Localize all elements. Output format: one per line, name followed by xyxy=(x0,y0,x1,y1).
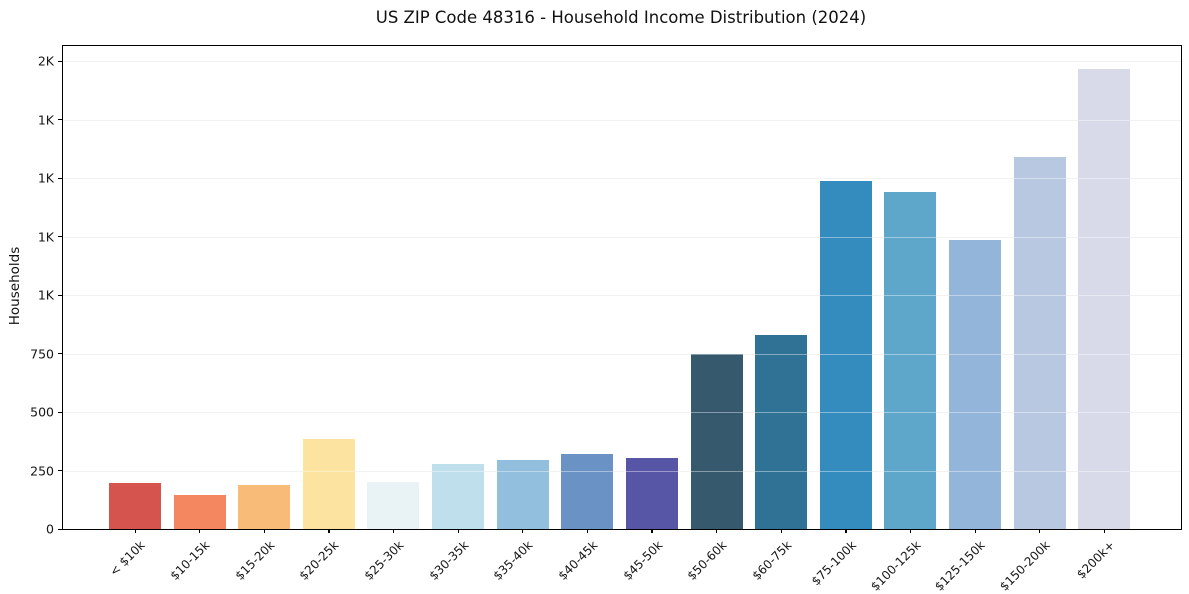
x-tick-mark xyxy=(263,529,265,533)
gridline xyxy=(63,353,1181,355)
gridline xyxy=(63,470,1181,472)
y-axis-label: Households xyxy=(7,246,23,326)
x-tick-mark xyxy=(1039,529,1041,533)
y-tick-label: 500 xyxy=(30,404,54,420)
bar-$200k+ xyxy=(1078,69,1131,529)
y-tick-label: 1K xyxy=(37,170,54,186)
x-tick-label: $35-40k xyxy=(490,538,536,583)
y-tick-mark xyxy=(58,294,62,296)
x-tick-mark xyxy=(716,529,718,533)
gridline xyxy=(63,412,1181,414)
bar-< $10k xyxy=(109,483,161,529)
bar-$75-100k xyxy=(819,180,872,529)
x-tick-label: $200k+ xyxy=(1073,538,1118,582)
gridline-overlay xyxy=(63,470,1181,472)
x-tick-mark xyxy=(392,529,395,533)
gridline-overlay xyxy=(63,353,1181,355)
y-tick-mark xyxy=(58,353,62,355)
x-tick-mark xyxy=(909,529,912,533)
y-tick-mark xyxy=(58,119,62,121)
gridline-overlay xyxy=(63,61,1181,63)
x-tick-mark xyxy=(199,529,201,533)
gridline xyxy=(63,236,1181,238)
x-tick-label: $100-125k xyxy=(867,538,924,594)
x-tick-mark xyxy=(457,529,459,533)
x-tick-mark xyxy=(1103,529,1105,533)
bar-$60-75k xyxy=(755,334,808,529)
gridline xyxy=(63,61,1181,63)
gridline-overlay xyxy=(63,295,1181,297)
x-tick-label: $25-30k xyxy=(361,538,407,583)
y-tick-mark xyxy=(58,60,62,62)
bar-$150-200k xyxy=(1013,157,1066,529)
bar-$100-125k xyxy=(884,192,937,529)
x-tick-label: < $10k xyxy=(107,538,148,579)
gridline xyxy=(63,119,1181,121)
x-tick-label: $40-45k xyxy=(555,538,601,583)
bar-$15-20k xyxy=(238,484,291,529)
y-tick-mark xyxy=(58,236,62,238)
bar-$30-35k xyxy=(432,463,485,529)
x-tick-mark xyxy=(134,529,136,533)
y-tick-label: 2K xyxy=(37,53,54,69)
x-tick-label: $150-200k xyxy=(996,538,1053,594)
x-tick-mark xyxy=(651,529,653,533)
x-tick-label: $15-20k xyxy=(232,538,278,583)
x-tick-mark xyxy=(586,529,589,533)
y-tick-label: 750 xyxy=(30,346,54,362)
x-tick-label: $10-15k xyxy=(167,538,213,583)
x-tick-label: $20-25k xyxy=(296,538,342,583)
y-tick-label: 0 xyxy=(46,521,54,537)
x-tick-label: $60-75k xyxy=(749,538,795,583)
gridline-overlay xyxy=(63,236,1181,238)
x-tick-label: $50-60k xyxy=(684,538,730,583)
y-tick-label: 1K xyxy=(37,229,54,245)
gridline-overlay xyxy=(63,119,1181,121)
plot-area: 0 250 500 750 1K 1K 1K 1K 2K < $10k $10-15k $15-20k… xyxy=(30,45,1182,594)
y-tick-mark xyxy=(58,470,62,472)
bar-$40-45k xyxy=(561,454,614,529)
x-tick-mark xyxy=(328,529,330,533)
bar-$45-50k xyxy=(625,457,678,529)
x-tick-label: $30-35k xyxy=(426,538,472,583)
y-tick-mark xyxy=(58,177,62,179)
bar-$10-15k xyxy=(173,495,226,529)
y-tick-label: 1K xyxy=(37,287,54,303)
bar-$125-150k xyxy=(949,240,1002,529)
x-tick-label: $75-100k xyxy=(808,538,859,589)
y-tick-label: 250 xyxy=(30,463,54,479)
y-tick-mark xyxy=(58,411,62,413)
y-tick-label: 1K xyxy=(37,112,54,128)
gridline xyxy=(63,295,1181,297)
bar-$50-60k xyxy=(690,353,743,529)
x-tick-label: $125-150k xyxy=(932,538,988,594)
bar-$20-25k xyxy=(302,438,355,529)
x-tick-mark xyxy=(522,529,524,533)
gridline xyxy=(63,178,1181,180)
x-tick-mark xyxy=(780,529,782,533)
x-tick-mark xyxy=(845,529,847,533)
gridline-overlay xyxy=(63,178,1181,180)
x-tick-label: $45-50k xyxy=(620,538,665,583)
gridline-overlay xyxy=(63,412,1181,414)
y-tick-mark xyxy=(58,528,62,530)
x-tick-mark xyxy=(974,529,976,533)
bar-$35-40k xyxy=(496,460,549,529)
chart-title: US ZIP Code 48316 - Household Income Dis… xyxy=(375,8,867,27)
bar-$25-30k xyxy=(367,482,420,529)
